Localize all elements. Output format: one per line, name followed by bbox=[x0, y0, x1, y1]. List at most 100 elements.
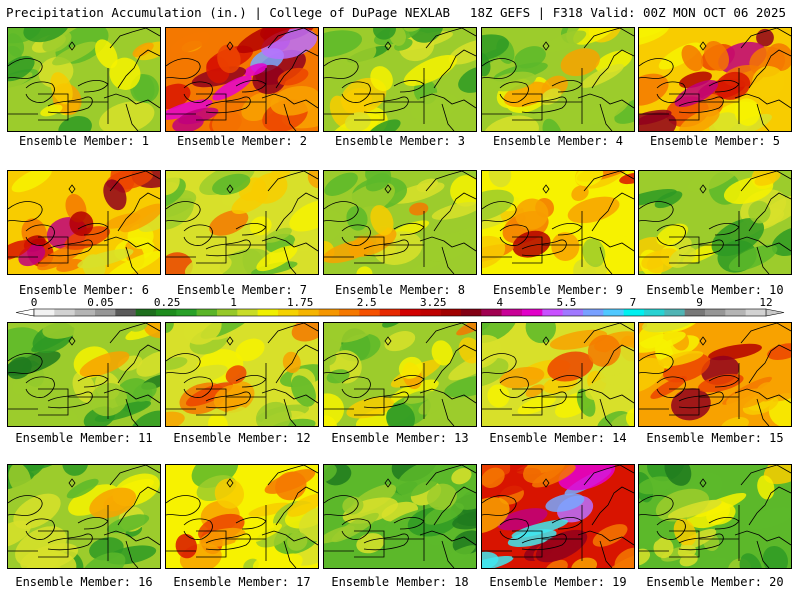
map-boundary-line bbox=[482, 495, 517, 516]
map-boundary-line bbox=[639, 58, 674, 79]
map-boundary-line bbox=[748, 49, 791, 89]
map-boundary-line bbox=[47, 96, 93, 114]
legend-color-swatch bbox=[176, 309, 197, 316]
map-boundary-line bbox=[678, 533, 724, 551]
precipitation-map bbox=[166, 28, 318, 131]
map-boundary-line bbox=[441, 246, 455, 274]
map-boundary-line bbox=[734, 530, 791, 546]
precipitation-map bbox=[8, 171, 160, 274]
precipitation-map bbox=[8, 465, 160, 568]
legend-color-swatch bbox=[664, 309, 685, 316]
map-boundary-line bbox=[521, 533, 567, 551]
map-boundary-line bbox=[324, 353, 359, 374]
map-boundary-line bbox=[166, 58, 201, 79]
map-boundary-line bbox=[363, 96, 409, 114]
station-diamond-icon bbox=[699, 184, 707, 194]
ensemble-member-label: Ensemble Member: 4 bbox=[492, 134, 624, 148]
map-boundary-line bbox=[512, 388, 543, 416]
map-boundary-line bbox=[669, 236, 700, 264]
map-boundary-line bbox=[419, 236, 476, 252]
map-boundary-line bbox=[419, 388, 476, 404]
legend-color-swatch bbox=[359, 309, 380, 316]
legend-right-arrow-icon bbox=[765, 308, 785, 317]
station-diamond-icon bbox=[542, 184, 550, 194]
legend-color-swatch bbox=[440, 309, 462, 316]
map-boundary-line bbox=[267, 465, 318, 486]
legend-color-swatch bbox=[481, 309, 502, 316]
precipitation-map bbox=[166, 171, 318, 274]
map-boundary-line bbox=[441, 103, 455, 131]
map-boundary-line bbox=[639, 201, 674, 222]
ensemble-map-panel bbox=[323, 27, 477, 132]
map-boundary-line bbox=[669, 388, 700, 416]
legend-color-swatch bbox=[420, 309, 441, 316]
legend-color-swatch bbox=[135, 309, 157, 316]
legend-color-swatch bbox=[318, 309, 340, 316]
map-boundary-line bbox=[740, 323, 791, 344]
map-boundary-line bbox=[425, 171, 476, 192]
header-valid-time: 18Z GEFS | F318 Valid: 00Z MON OCT 06 20… bbox=[469, 5, 786, 20]
map-boundary-line bbox=[103, 530, 160, 546]
map-boundary-line bbox=[125, 540, 139, 568]
map-boundary-line bbox=[324, 495, 359, 516]
precipitation-map bbox=[8, 323, 160, 426]
ensemble-member-label: Ensemble Member: 1 bbox=[18, 134, 150, 148]
map-boundary-line bbox=[205, 391, 251, 409]
map-boundary-line bbox=[205, 96, 251, 114]
map-boundary-line bbox=[419, 93, 476, 109]
map-boundary-line bbox=[583, 323, 634, 344]
station-diamond-icon bbox=[226, 41, 234, 51]
map-boundary-line bbox=[125, 103, 139, 131]
map-boundary-line bbox=[363, 239, 409, 257]
station-diamond-icon bbox=[699, 478, 707, 488]
map-boundary-line bbox=[166, 495, 201, 516]
map-boundary-line bbox=[109, 28, 160, 49]
map-boundary-line bbox=[425, 465, 476, 486]
ensemble-member-label: Ensemble Member: 19 bbox=[489, 575, 627, 589]
ensemble-map-panel bbox=[638, 464, 792, 569]
station-diamond-icon bbox=[384, 336, 392, 346]
map-boundary-line bbox=[734, 93, 791, 109]
legend-tick-label: 9 bbox=[696, 296, 703, 309]
map-boundary-line bbox=[261, 236, 318, 252]
map-boundary-line bbox=[8, 495, 43, 516]
ensemble-member-label: Ensemble Member: 9 bbox=[492, 283, 624, 297]
precipitation-map bbox=[166, 323, 318, 426]
ensemble-member-label: Ensemble Member: 5 bbox=[649, 134, 781, 148]
map-boundary-line bbox=[47, 533, 93, 551]
ensemble-member-label: Ensemble Member: 2 bbox=[176, 134, 308, 148]
legend-color-swatch bbox=[156, 309, 177, 316]
map-boundary-line bbox=[441, 540, 455, 568]
precipitation-map bbox=[482, 323, 634, 426]
legend-color-swatch bbox=[278, 309, 299, 316]
map-boundary-line bbox=[512, 530, 543, 558]
ensemble-member-label: Ensemble Member: 14 bbox=[489, 431, 627, 445]
map-boundary-line bbox=[103, 93, 160, 109]
ensemble-map-panel bbox=[165, 464, 319, 569]
legend-tick-label: 2.5 bbox=[357, 296, 377, 309]
map-boundary-line bbox=[512, 236, 543, 264]
map-boundary-line bbox=[275, 192, 318, 232]
map-boundary-line bbox=[275, 486, 318, 526]
legend-tick-label: 0.05 bbox=[87, 296, 114, 309]
map-boundary-line bbox=[261, 530, 318, 546]
map-boundary-line bbox=[261, 388, 318, 404]
precipitation-color-legend: 0 0.05 0.25 1 1.75 2.5 3.25 4 5.5 7 9 12 bbox=[15, 296, 785, 317]
legend-color-swatch bbox=[522, 309, 543, 316]
map-boundary-line bbox=[47, 391, 93, 409]
map-boundary-line bbox=[125, 398, 139, 426]
map-boundary-line bbox=[267, 28, 318, 49]
precipitation-map bbox=[324, 465, 476, 568]
ensemble-map-panel bbox=[481, 322, 635, 427]
map-boundary-line bbox=[583, 28, 634, 49]
ensemble-map-panel bbox=[481, 27, 635, 132]
legend-color-swatch bbox=[74, 309, 96, 316]
ensemble-member-label: Ensemble Member: 11 bbox=[15, 431, 153, 445]
precipitation-map bbox=[482, 465, 634, 568]
station-diamond-icon bbox=[699, 336, 707, 346]
ensemble-member-label: Ensemble Member: 8 bbox=[334, 283, 466, 297]
legend-tick-label: 4 bbox=[496, 296, 503, 309]
map-boundary-line bbox=[117, 192, 160, 232]
map-boundary-line bbox=[38, 530, 69, 558]
map-boundary-line bbox=[482, 58, 517, 79]
